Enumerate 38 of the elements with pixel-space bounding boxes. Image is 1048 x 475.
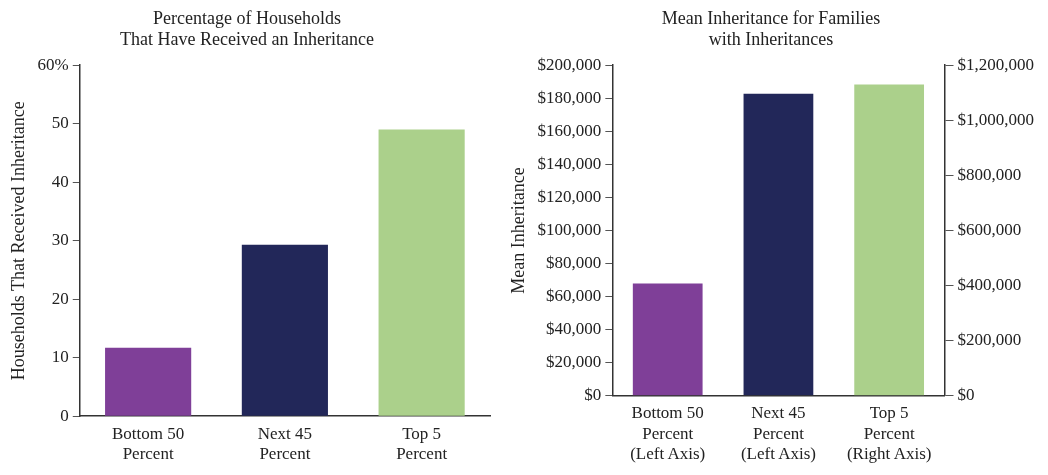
x-tick-label: Bottom 50 Percent xyxy=(112,423,185,464)
y-tick-label: 40 xyxy=(51,171,69,191)
y-tick-label: $40,000 xyxy=(546,319,602,339)
x-tick-label: Next 45 Percent xyxy=(257,423,313,464)
y-tick-label: $120,000 xyxy=(537,186,602,206)
y-tick-label: $80,000 xyxy=(546,253,602,273)
y2-tick-label: $1,200,000 xyxy=(957,54,1034,74)
chart-title: Mean Inheritance for Families with Inheritances xyxy=(661,7,881,50)
bar xyxy=(105,347,192,416)
y2-tick-label: $1,000,000 xyxy=(957,109,1034,129)
y-tick-label: 30 xyxy=(51,230,69,250)
y-tick-label: $60,000 xyxy=(546,286,602,306)
bar xyxy=(378,129,465,416)
y2-tick-label: $800,000 xyxy=(957,164,1022,184)
y-tick-label: $180,000 xyxy=(537,87,602,107)
y-tick-label: $160,000 xyxy=(537,120,602,140)
y-tick-label: 60% xyxy=(37,54,69,74)
y-tick-label: $100,000 xyxy=(537,219,602,239)
y2-tick-label: $0 xyxy=(957,385,975,405)
y2-tick-label: $400,000 xyxy=(957,275,1022,295)
chart-title: Percentage of Households That Have Received an Inheritance xyxy=(120,7,374,50)
y-tick-label: 10 xyxy=(51,347,69,367)
x-tick-label: Top 5 Percent xyxy=(396,423,448,464)
y-tick-label: 50 xyxy=(51,113,69,133)
y-axis-title: Mean Inheritance xyxy=(507,167,528,294)
y-tick-label: 0 xyxy=(60,405,69,425)
y2-tick-label: $200,000 xyxy=(957,330,1022,350)
x-tick-label: Bottom 50 Percent (Left Axis) xyxy=(630,403,706,464)
y-tick-label: $0 xyxy=(584,385,602,405)
y-axis-title: Households That Received Inheritance xyxy=(7,101,28,381)
x-tick-label: Next 45 Percent (Left Axis) xyxy=(740,403,816,464)
x-tick-label: Top 5 Percent (Right Axis) xyxy=(846,403,932,464)
y-tick-label: $140,000 xyxy=(537,153,602,173)
y-tick-label: 20 xyxy=(51,288,69,308)
y2-tick-label: $600,000 xyxy=(957,219,1022,239)
y-tick-label: $20,000 xyxy=(546,352,602,372)
bar xyxy=(241,244,328,416)
y-tick-label: $200,000 xyxy=(537,54,602,74)
